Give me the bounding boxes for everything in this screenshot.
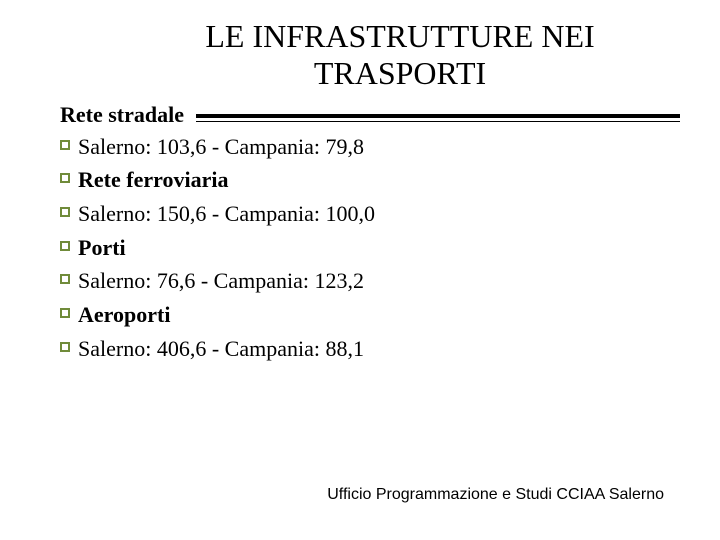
divider-thick-line xyxy=(196,114,680,118)
line-text: Salerno: 150,6 - Campania: 100,0 xyxy=(78,199,375,229)
bullet-marker-icon xyxy=(60,207,70,217)
subtitle-text: Rete stradale xyxy=(60,102,184,128)
line-text: Salerno: 103,6 - Campania: 79,8 xyxy=(78,132,364,162)
divider-thin-line xyxy=(196,121,680,122)
list-item: Porti xyxy=(60,233,680,263)
line-text: Rete ferroviaria xyxy=(78,165,228,195)
list-item: Aeroporti xyxy=(60,300,680,330)
bullet-marker-icon xyxy=(60,241,70,251)
list-item: Salerno: 406,6 - Campania: 88,1 xyxy=(60,334,680,364)
bullet-marker-icon xyxy=(60,274,70,284)
line-text: Porti xyxy=(78,233,126,263)
bullet-marker-icon xyxy=(60,173,70,183)
subtitle-row: Rete stradale xyxy=(60,102,680,128)
bullet-marker-icon xyxy=(60,140,70,150)
divider xyxy=(196,114,680,122)
line-text: Salerno: 406,6 - Campania: 88,1 xyxy=(78,334,364,364)
slide-title: LE INFRASTRUTTURE NEI TRASPORTI xyxy=(120,18,680,92)
slide: LE INFRASTRUTTURE NEI TRASPORTI Rete str… xyxy=(0,0,720,540)
bullet-marker-icon xyxy=(60,308,70,318)
list-item: Salerno: 103,6 - Campania: 79,8 xyxy=(60,132,680,162)
content-block: Salerno: 103,6 - Campania: 79,8 Rete fer… xyxy=(60,132,680,364)
bullet-marker-icon xyxy=(60,342,70,352)
list-item: Rete ferroviaria xyxy=(60,165,680,195)
line-text: Salerno: 76,6 - Campania: 123,2 xyxy=(78,266,364,296)
list-item: Salerno: 76,6 - Campania: 123,2 xyxy=(60,266,680,296)
line-text: Aeroporti xyxy=(78,300,170,330)
footer-text: Ufficio Programmazione e Studi CCIAA Sal… xyxy=(327,486,664,504)
list-item: Salerno: 150,6 - Campania: 100,0 xyxy=(60,199,680,229)
